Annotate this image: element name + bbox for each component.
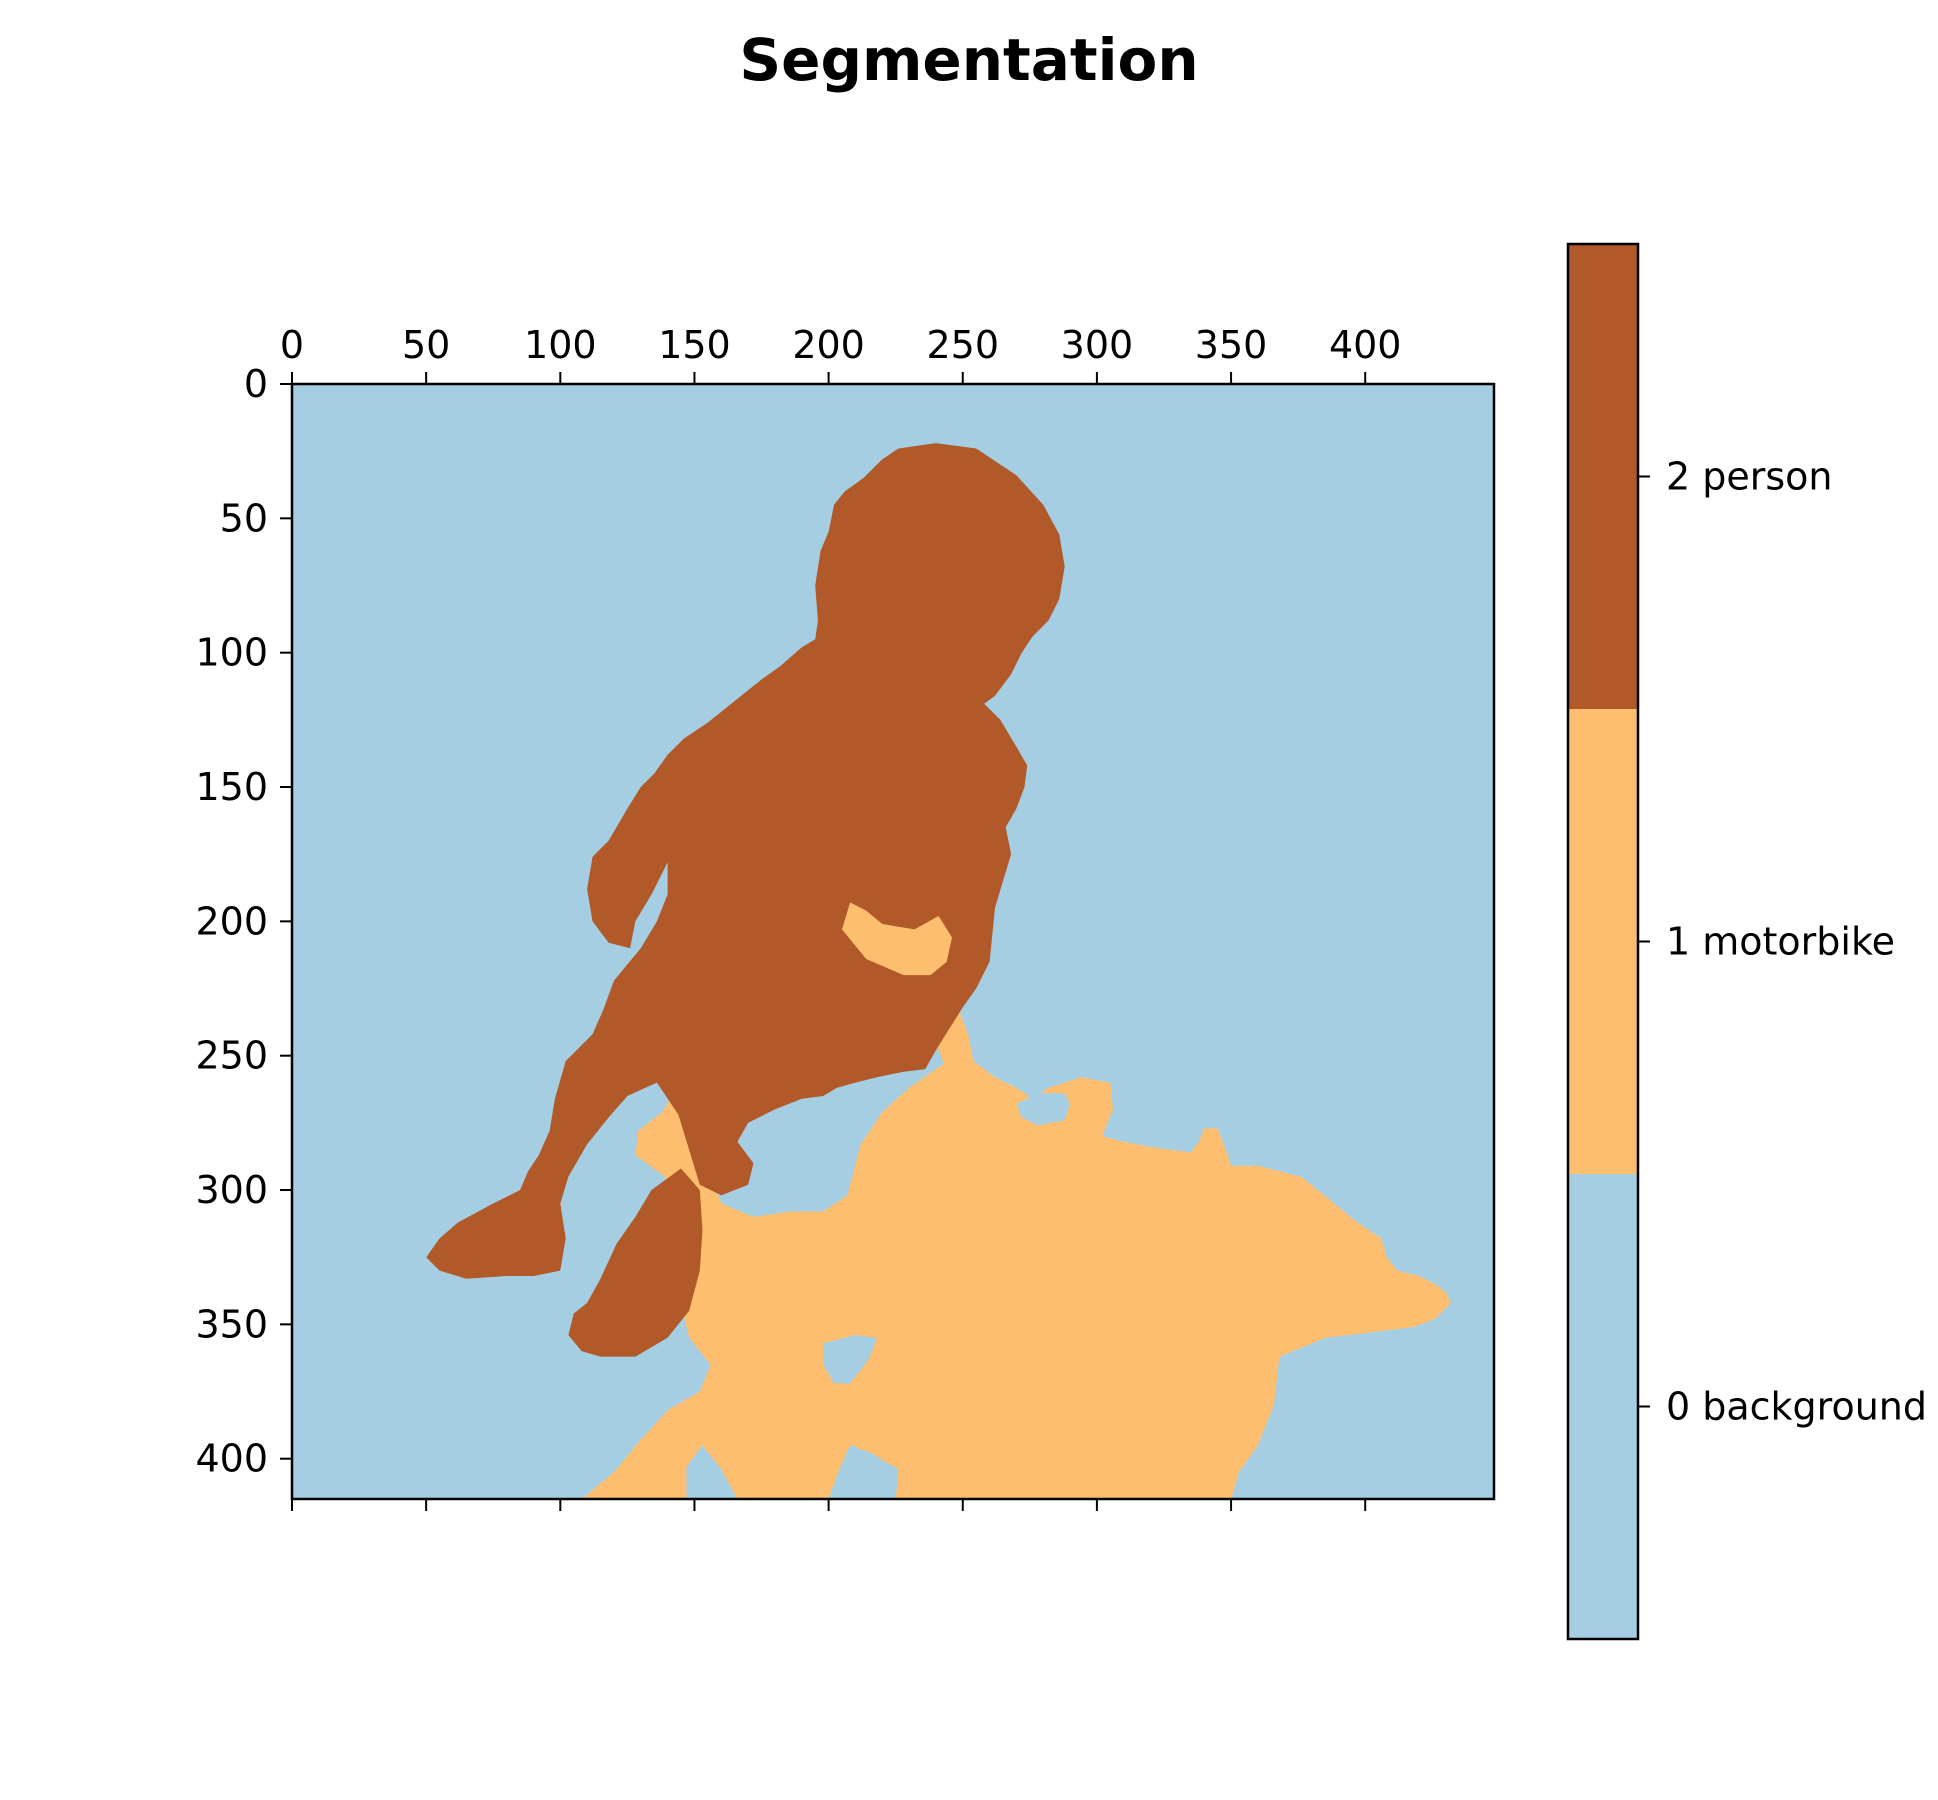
plot-frame	[290, 382, 1496, 1501]
x-tick-label: 350	[1195, 323, 1268, 367]
colorbar-frame	[1566, 242, 1640, 1641]
colorbar-segment-person	[1568, 244, 1638, 709]
y-tick-label: 300	[195, 1168, 268, 1212]
colorbar-label-motorbike: 1 motorbike	[1666, 920, 1895, 964]
colorbar-segment-motorbike	[1568, 709, 1638, 1174]
x-axis-bottom	[291, 1499, 1367, 1511]
motorbike-region-4	[842, 902, 952, 976]
x-tick-label: 250	[926, 323, 999, 367]
chart-title: Segmentation	[739, 26, 1198, 94]
y-tick-label: 200	[195, 899, 268, 943]
x-tick-label: 150	[658, 323, 731, 367]
y-tick-label: 350	[195, 1302, 268, 1346]
plot-area	[290, 382, 1496, 1501]
colorbar-segment-background	[1568, 1174, 1638, 1639]
colorbar: 0 background 1 motorbike 2 person	[1566, 242, 1927, 1641]
x-axis-top: 0 50 100 150 200 250 300 350 400	[280, 323, 1402, 384]
colorbar-label-background: 0 background	[1666, 1385, 1927, 1429]
person-region-3	[426, 443, 1065, 1279]
y-tick-label: 0	[244, 362, 268, 406]
x-tick-label: 400	[1329, 323, 1402, 367]
y-tick-label: 50	[220, 496, 268, 540]
background-region-2	[1016, 1093, 1071, 1126]
x-tick-label: 200	[792, 323, 865, 367]
motorbike-region-0	[581, 902, 1452, 1499]
y-tick-label: 150	[195, 765, 268, 809]
segmentation-regions	[426, 443, 1452, 1499]
y-axis: 0 50 100 150 200 250 300 350 400	[195, 362, 292, 1481]
background-region-1	[823, 1335, 877, 1384]
x-tick-label: 50	[402, 323, 450, 367]
x-tick-label: 300	[1061, 323, 1134, 367]
y-tick-label: 250	[195, 1034, 268, 1078]
y-tick-label: 100	[195, 631, 268, 675]
person-region-5	[568, 1168, 703, 1357]
colorbar-label-person: 2 person	[1666, 455, 1833, 499]
x-tick-label: 100	[524, 323, 597, 367]
x-tick-label: 0	[280, 323, 304, 367]
y-tick-label: 400	[195, 1437, 268, 1481]
